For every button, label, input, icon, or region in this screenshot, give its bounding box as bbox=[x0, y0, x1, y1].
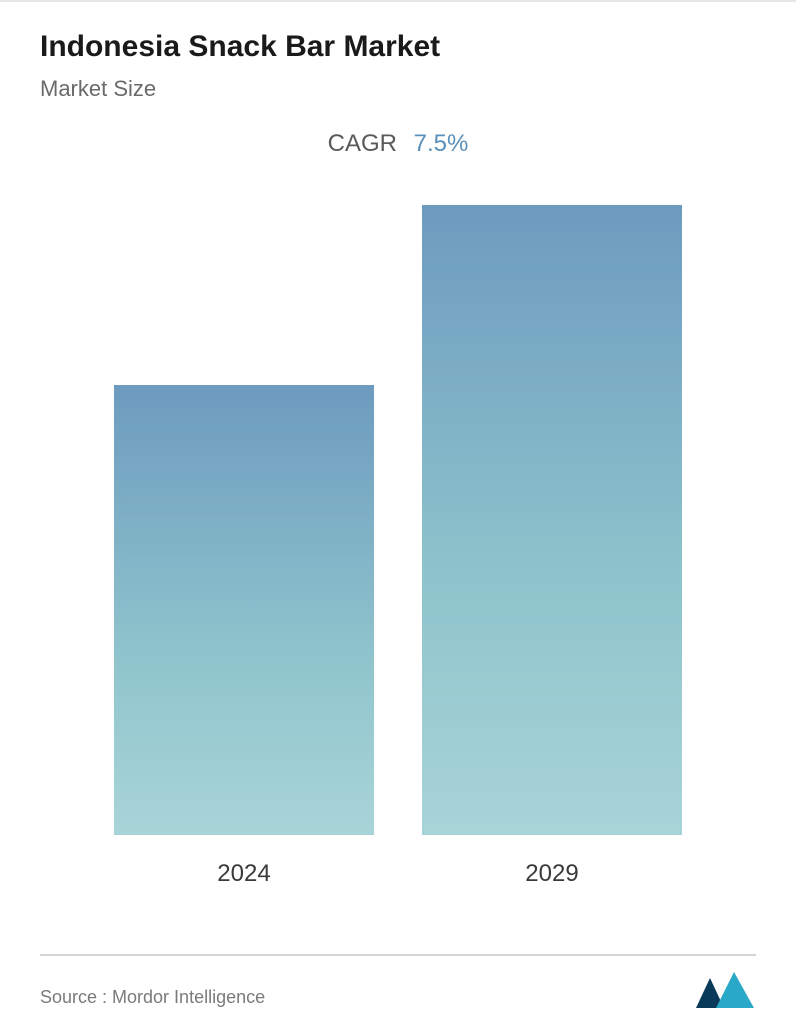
footer: Source : Mordor Intelligence bbox=[40, 954, 756, 1008]
cagr-value: 7.5% bbox=[414, 130, 469, 157]
top-divider bbox=[0, 0, 796, 2]
cagr-row: CAGR 7.5% bbox=[40, 130, 756, 158]
bar-label-0: 2024 bbox=[217, 860, 270, 888]
source-text: Source : Mordor Intelligence bbox=[40, 987, 265, 1008]
cagr-label: CAGR bbox=[328, 130, 397, 157]
mordor-logo-icon bbox=[696, 972, 756, 1008]
chart-subtitle: Market Size bbox=[40, 76, 756, 102]
bar-chart: 2024 2029 bbox=[40, 208, 756, 888]
bar-1 bbox=[422, 205, 682, 835]
bar-0 bbox=[114, 385, 374, 835]
bar-group-0: 2024 bbox=[114, 385, 374, 888]
bar-group-1: 2029 bbox=[422, 205, 682, 888]
bar-label-1: 2029 bbox=[525, 860, 578, 888]
chart-title: Indonesia Snack Bar Market bbox=[40, 30, 756, 64]
